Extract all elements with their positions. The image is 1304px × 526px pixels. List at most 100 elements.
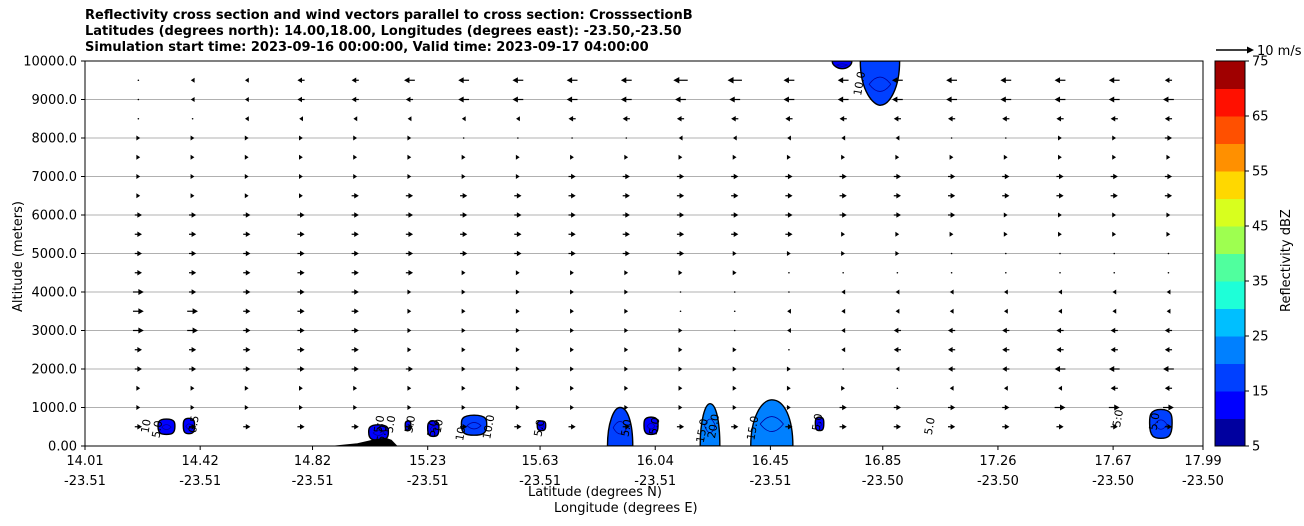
wind-vector [515,405,520,410]
wind-vector [187,308,198,315]
wind-vector [514,212,522,218]
wind-vector-head [625,250,630,257]
wind-vector-head [515,154,520,160]
wind-vector [1056,424,1064,430]
wind-vector-head [1002,347,1007,353]
wind-vector [949,231,954,237]
wind-vector-head [947,116,953,122]
wind-vector [1112,212,1117,218]
wind-vector-head [624,366,629,372]
wind-vector-head [949,308,954,314]
wind-vector [461,270,466,276]
wind-vector [516,116,520,122]
wind-vector-head [516,424,522,430]
contour-label: 5.0 [374,424,390,443]
wind-vector [842,368,844,370]
wind-reference-label: 10 m/s [1257,44,1302,59]
wind-vector [297,77,305,83]
wind-vector-head [570,366,574,372]
wind-vector-head [299,405,303,410]
wind-vector-head [1164,385,1170,391]
wind-vector-head [407,174,412,179]
wind-vector-head [571,193,576,199]
wind-vector-head [245,308,251,314]
wind-vector-head [1168,404,1174,411]
y-tick-label: 4000.0 [32,286,78,301]
wind-vector-head [353,385,358,391]
title-line-2: Latitudes (degrees north): 14.00,18.00, … [85,24,682,39]
wind-vector [461,405,466,410]
wind-vector [517,137,519,139]
wind-vector-head [244,385,249,391]
y-tick-label: 9000.0 [32,93,78,108]
y-ticks: 0.00 1000.0 2000.0 3000.0 4000.0 5000.0 6000.0… [23,55,85,455]
reflectivity-core [868,76,892,92]
wind-vector-head [1058,308,1063,314]
colorbar-tick-label: 25 [1252,330,1269,345]
colorbar-segment [1215,198,1245,227]
x-tick-label-lon: -23.50 [862,474,904,489]
x-tick-label-lon: -23.50 [1182,474,1224,489]
wind-vector-head [841,251,845,256]
wind-vector [1164,135,1173,141]
wind-vector [1005,252,1007,255]
wind-vector [460,231,468,237]
wind-vector [1166,308,1171,314]
wind-vector [297,270,305,276]
wind-vector-head [408,193,414,199]
wind-vector-head [678,135,683,141]
wind-vector [351,96,359,103]
reflectivity-core [816,421,823,427]
wind-vector [351,424,359,430]
wind-vector [405,424,414,430]
reflectivity-core [466,422,482,430]
wind-vector [188,424,197,430]
wind-vector-head [947,327,953,334]
wind-vector-head [461,347,466,353]
wind-vector [841,251,845,256]
wind-vector [1113,271,1116,274]
wind-vector-head [297,77,303,83]
wind-vector [407,308,412,314]
wind-vector [299,385,303,391]
wind-vector-head [895,366,900,372]
reflectivity-cell [859,61,901,106]
wind-vector [1110,327,1118,334]
wind-vector [515,174,520,179]
wind-vector-head [516,231,522,237]
reflectivity-cell [814,416,825,432]
wind-vector [245,77,249,83]
wind-vector-head [733,231,739,237]
wind-vector-head [461,366,466,372]
wind-vector-head [1059,173,1064,180]
wind-vector [842,271,844,274]
wind-vector [568,250,576,257]
wind-vector [137,98,140,101]
wind-vector-head [461,328,466,333]
wind-vector [1004,308,1008,314]
x-tick-label-lat: 17.67 [1095,454,1132,469]
wind-vector-head [732,385,737,391]
reflectivity-core [835,63,849,67]
wind-vector [134,212,142,218]
wind-vector-head [732,154,737,160]
wind-vector-head [245,231,251,237]
wind-vector [568,212,576,218]
wind-vector-head [245,77,249,83]
wind-vector-head [566,96,573,103]
wind-vector [947,193,956,199]
wind-vector [1056,193,1064,199]
wind-vector-head [1059,424,1064,430]
wind-vector-head [515,328,520,333]
wind-vector-head [673,77,680,84]
wind-vector [1002,173,1010,180]
wind-vector-head [408,424,414,430]
wind-vector [1058,308,1063,314]
wind-vector [947,366,956,372]
wind-vector-head [1164,116,1170,122]
wind-vector [570,385,574,391]
wind-vector-head [136,154,141,160]
wind-reference: 10 m/s [1216,44,1302,59]
wind-vector [625,137,628,139]
wind-vector [622,116,630,122]
